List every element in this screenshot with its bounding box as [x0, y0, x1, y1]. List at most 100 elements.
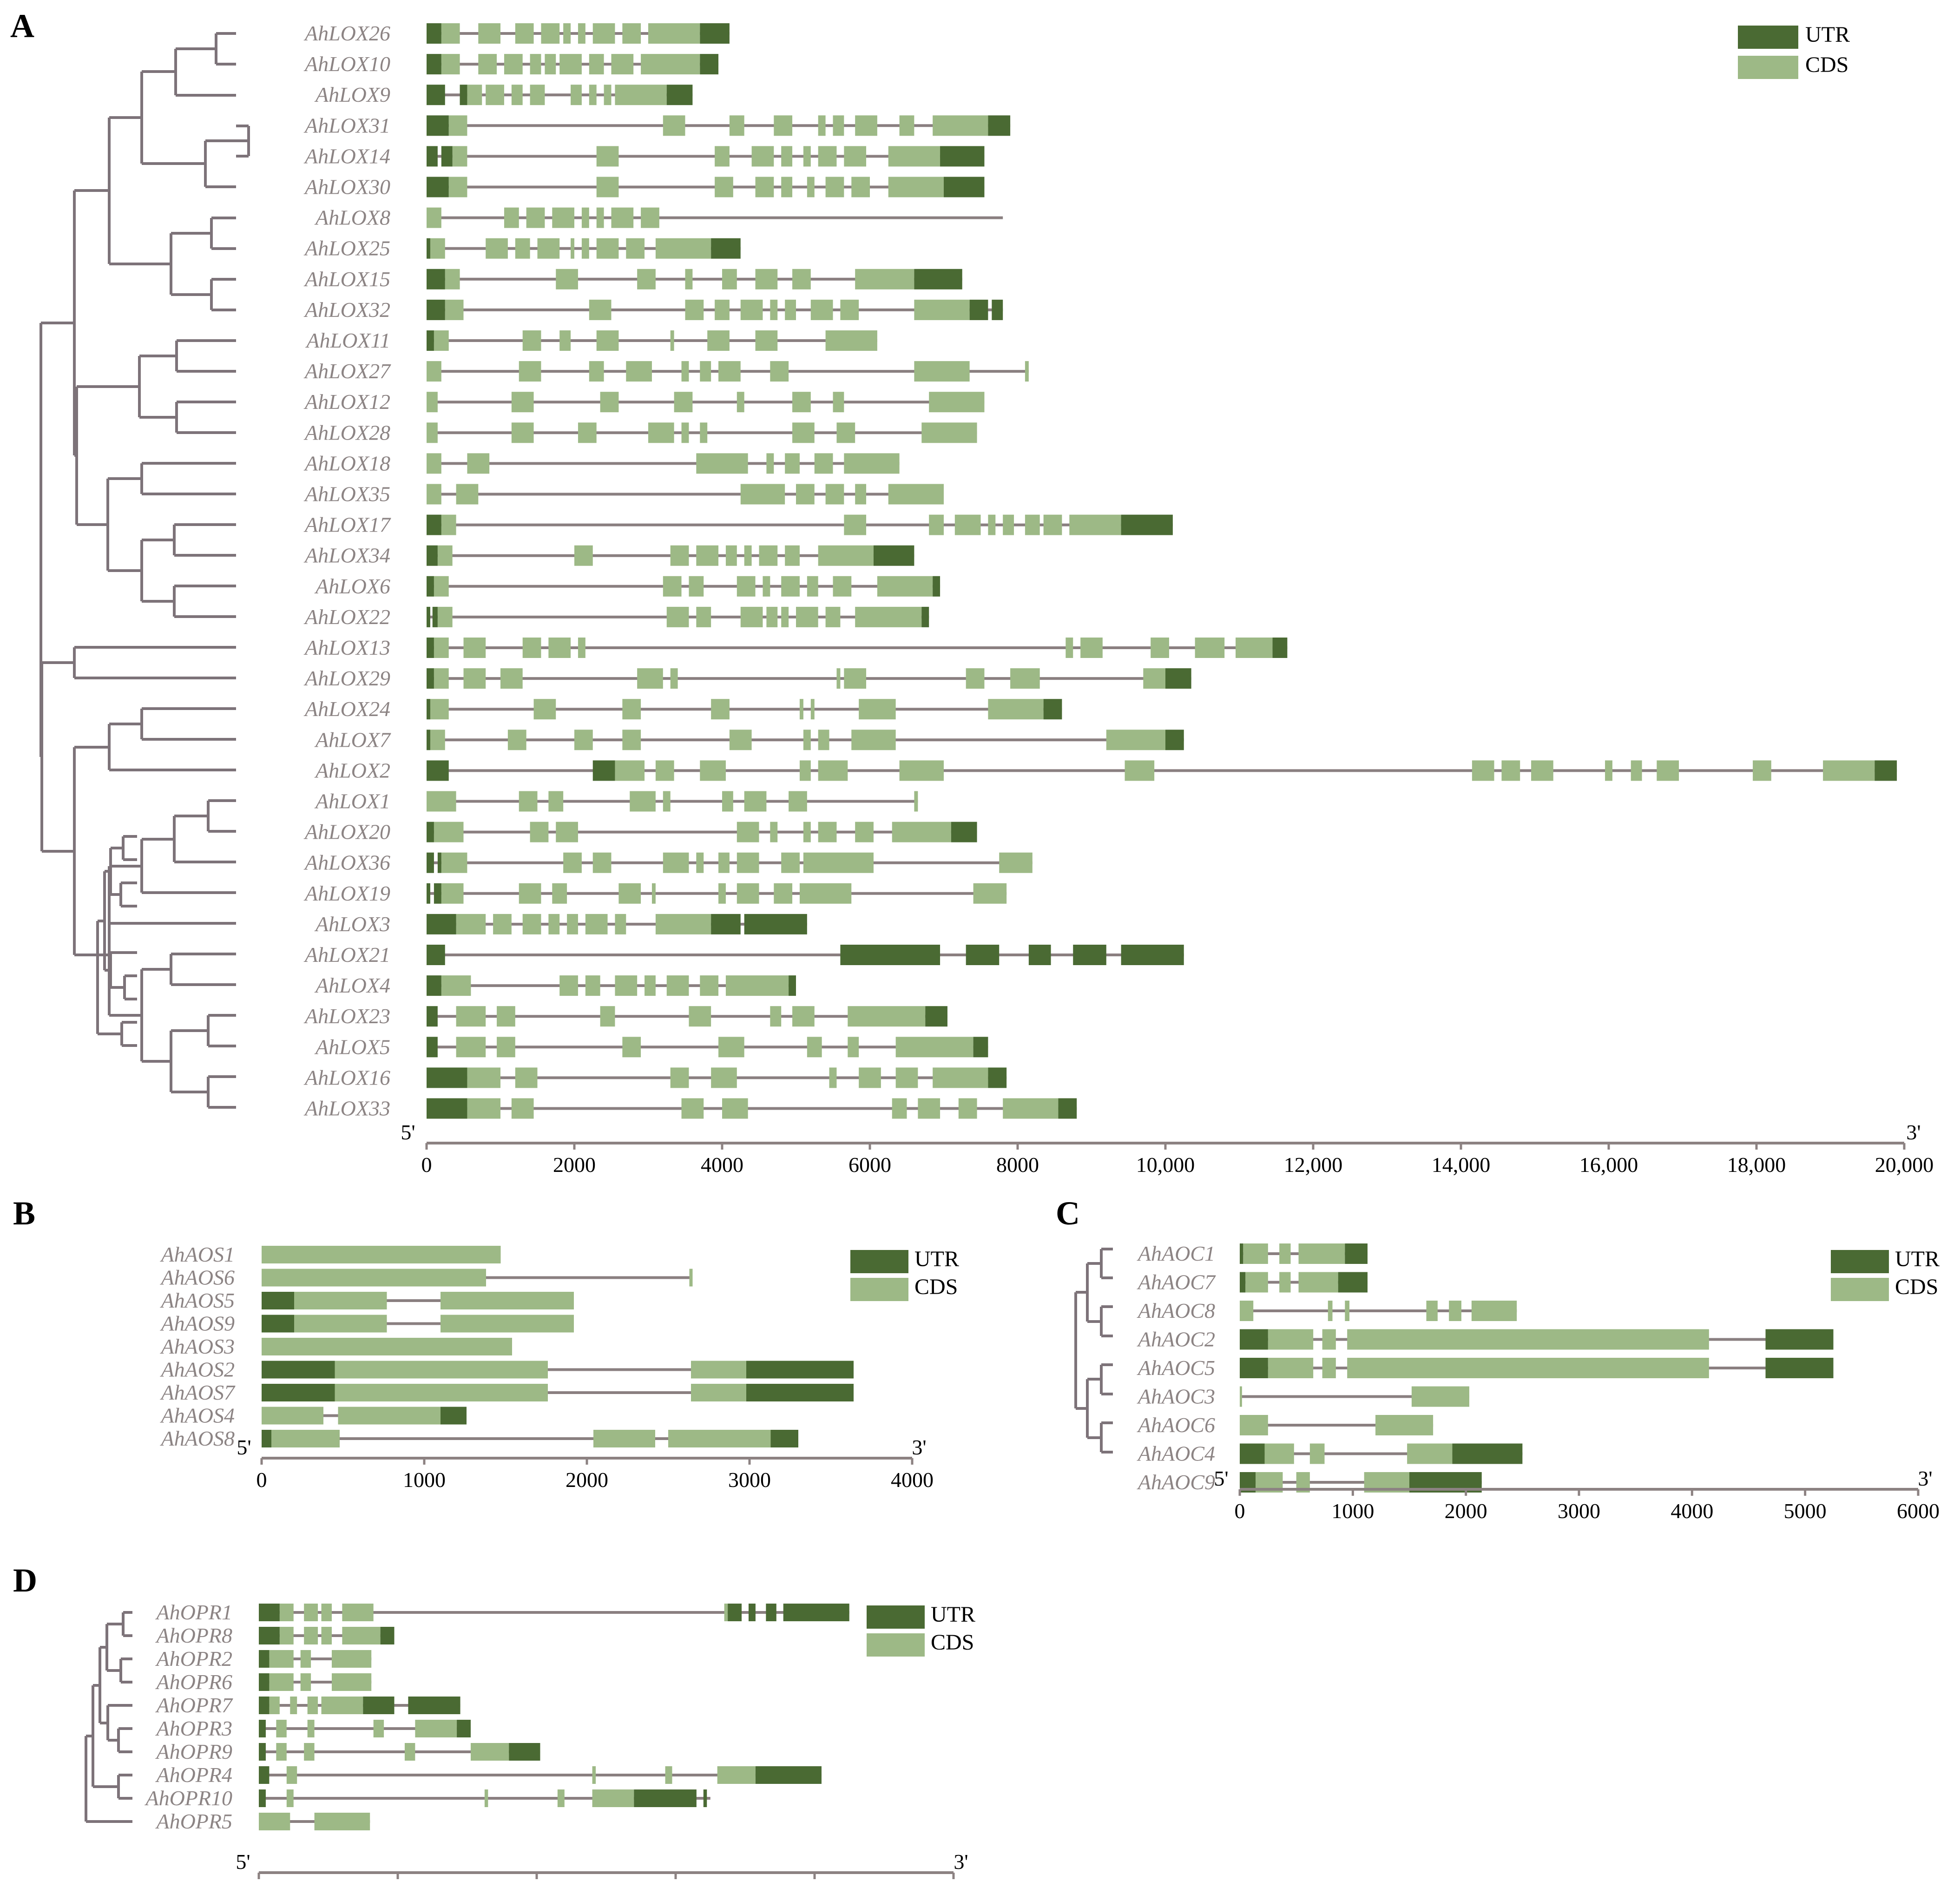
cds-exon: [427, 361, 441, 382]
length-axis-aos: 0 1000 2000 3000 4000 5' 3': [237, 1435, 934, 1492]
cds-exon: [545, 54, 556, 75]
utr-segment: [259, 1650, 270, 1668]
cds-exon: [737, 852, 759, 873]
cds-exon: [899, 760, 944, 781]
gene-label: AhLOX3: [314, 912, 390, 936]
gene-row: AhLOX18: [303, 451, 900, 475]
cds-exon: [300, 1673, 311, 1691]
gene-label: AhLOX2: [314, 758, 390, 782]
cds-exon: [486, 85, 504, 105]
cds-exon: [611, 54, 634, 75]
cds-exon: [988, 514, 996, 535]
cds-exon: [262, 1246, 501, 1263]
utr-segment: [427, 1098, 467, 1119]
cds-exon: [810, 299, 833, 320]
gene-label: AhAOC6: [1137, 1413, 1215, 1437]
utr-segment: [427, 54, 441, 75]
cds-exon: [342, 1627, 381, 1644]
cds-exon: [1240, 1415, 1268, 1435]
utr-segment: [259, 1697, 270, 1714]
gene-row: AhLOX21: [303, 943, 1184, 967]
cds-exon: [441, 54, 460, 75]
gene-label: AhOPR6: [155, 1670, 232, 1694]
axis-tick-label: 2000: [553, 1153, 596, 1177]
cds-exon: [1125, 760, 1155, 781]
phylogenetic-tree-aoc: [1074, 1248, 1113, 1454]
cds-exon: [954, 514, 981, 535]
cds-exon: [1043, 514, 1062, 535]
gene-row: AhLOX32: [303, 298, 1003, 322]
cds-exon: [722, 1098, 748, 1119]
cds-exon: [666, 975, 689, 996]
cds-exon: [552, 207, 574, 228]
cds-exon: [1531, 760, 1553, 781]
gene-row: AhOPR1: [155, 1600, 849, 1624]
axis-tick-label: 2000: [1445, 1499, 1487, 1523]
gene-label: AhLOX10: [303, 52, 390, 76]
cds-exon: [622, 699, 641, 720]
cds-exon: [685, 269, 693, 289]
legend-utr-label: UTR: [914, 1247, 959, 1271]
cds-exon: [1279, 1272, 1291, 1293]
cds-exon: [725, 545, 737, 566]
gene-label: AhOPR5: [155, 1809, 232, 1833]
gene-row: AhOPR6: [155, 1670, 372, 1694]
gene-label: AhLOX36: [303, 851, 390, 875]
cds-exon: [522, 638, 541, 658]
gene-row: AhOPR3: [155, 1717, 471, 1740]
utr-segment: [634, 1789, 697, 1807]
gene-row: AhOPR10: [144, 1786, 710, 1810]
axis-tick-label: 12,000: [1284, 1153, 1343, 1177]
gene-label: AhLOX30: [303, 175, 390, 199]
gene-row: AhLOX27: [303, 359, 1029, 383]
cds-exon: [799, 883, 852, 904]
utr-segment: [988, 115, 1011, 136]
cds-exon: [855, 115, 877, 136]
axis-tick-label: 0: [421, 1153, 432, 1177]
gene-label: AhOPR7: [155, 1693, 233, 1717]
cds-exon: [304, 1604, 318, 1621]
utr-segment: [427, 1067, 467, 1088]
cds-exon: [593, 1430, 655, 1447]
gene-label: AhLOX8: [314, 206, 390, 230]
cds-exon: [1298, 1243, 1345, 1264]
cds-exon: [859, 699, 896, 720]
utr-segment: [259, 1766, 270, 1784]
cds-exon: [441, 1315, 574, 1333]
cds-exon: [711, 1067, 737, 1088]
gene-row: AhLOX8: [314, 206, 1003, 230]
gene-row: AhLOX20: [303, 820, 977, 844]
cds-exon: [807, 1037, 822, 1058]
axis-tick-label: 3000: [728, 1468, 771, 1492]
cds-exon: [836, 422, 855, 443]
cds-exon: [519, 883, 541, 904]
cds-exon: [803, 730, 811, 750]
cds-exon: [637, 269, 656, 289]
cds-exon: [829, 1067, 837, 1088]
cds-exon: [696, 453, 748, 474]
cds-exon: [674, 392, 693, 413]
utr-segment: [427, 146, 438, 167]
cds-exon: [855, 606, 922, 627]
axis-tick-label: 8000: [996, 1153, 1039, 1177]
cds-exon: [663, 576, 682, 597]
cds-exon: [888, 146, 941, 167]
cds-exon: [715, 299, 730, 320]
cds-exon: [437, 606, 453, 627]
gene-label: AhLOX29: [303, 666, 390, 690]
utr-segment: [437, 852, 441, 873]
cds-exon: [441, 852, 467, 873]
gene-row: AhAOC8: [1137, 1299, 1517, 1322]
gene-label: AhLOX34: [303, 544, 390, 567]
cds-exon: [1345, 1301, 1350, 1321]
gene-row: AhLOX23: [303, 1004, 947, 1028]
cds-exon: [914, 791, 918, 812]
cds-exon: [689, 576, 704, 597]
cds-exon: [592, 852, 612, 873]
utr-segment: [992, 299, 1003, 320]
axis-tick-label: 5000: [1784, 1499, 1827, 1523]
legend-utr-swatch: [1831, 1250, 1889, 1273]
cds-exon: [999, 852, 1033, 873]
gene-label: AhAOC5: [1137, 1356, 1215, 1380]
gene-row: AhLOX7: [314, 728, 1184, 751]
